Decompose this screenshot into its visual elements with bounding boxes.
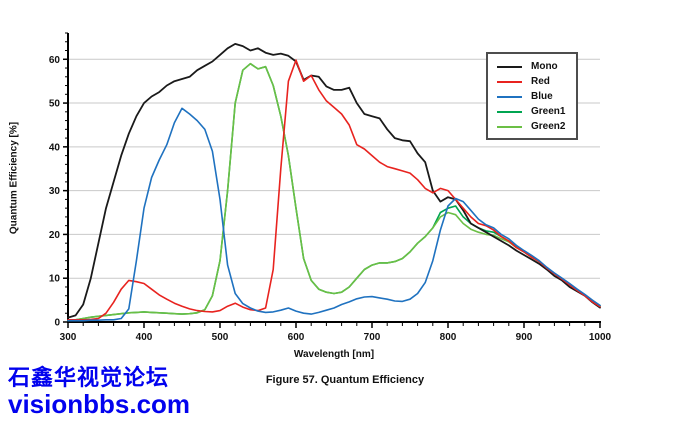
- x-tick-label: 700: [364, 332, 381, 343]
- x-tick-label: 1000: [589, 332, 612, 343]
- figure-caption: Figure 57. Quantum Efficiency: [265, 374, 425, 386]
- y-tick-label: 60: [49, 55, 61, 66]
- legend-label: Green1: [531, 105, 566, 117]
- x-tick-label: 500: [212, 332, 229, 343]
- legend-label: Mono: [531, 60, 558, 72]
- watermark: 石鑫华视觉论坛 visionbbs.com: [8, 365, 191, 420]
- y-tick-label: 20: [49, 230, 61, 241]
- y-tick-label: 30: [49, 186, 61, 197]
- legend-entry: Mono: [497, 59, 576, 74]
- series-mono: [67, 43, 601, 319]
- watermark-line1: 石鑫华视觉论坛: [8, 365, 170, 390]
- y-tick-label: 40: [49, 142, 61, 153]
- legend-swatch-icon: [497, 95, 522, 98]
- legend-label: Green2: [531, 120, 566, 132]
- qe-chart: 0 10 20 30 40 50 60 300 400 500 600 700 800 900 1000: [49, 32, 612, 343]
- legend-entry: Green2: [497, 119, 576, 134]
- x-tick-label: 600: [288, 332, 305, 343]
- y-tick-label: 50: [49, 99, 61, 110]
- legend-swatch-icon: [497, 125, 522, 128]
- legend-entry: Green1: [497, 104, 576, 119]
- x-tick-label: 300: [60, 332, 77, 343]
- y-tick-label: 10: [49, 274, 61, 285]
- y-tick-label: 0: [54, 318, 60, 329]
- x-tick-label: 400: [136, 332, 153, 343]
- legend-swatch-icon: [497, 65, 522, 68]
- legend-swatch-icon: [497, 80, 522, 83]
- x-axis-title: Wavelength [nm]: [293, 349, 375, 360]
- legend-entry: Red: [497, 74, 576, 89]
- legend-label: Red: [531, 75, 550, 87]
- series-red: [67, 59, 601, 321]
- watermark-site-url: visionbbs.com: [8, 389, 191, 420]
- y-axis-title: Quantum Efficiency [%]: [8, 121, 20, 235]
- legend-label: Blue: [531, 90, 553, 102]
- series-blue: [67, 107, 601, 322]
- x-tick-label: 900: [516, 332, 533, 343]
- legend: Mono Red Blue Green1 Green2: [486, 52, 578, 140]
- x-tick-label: 800: [440, 332, 457, 343]
- legend-swatch-icon: [497, 110, 522, 113]
- legend-entry: Blue: [497, 89, 576, 104]
